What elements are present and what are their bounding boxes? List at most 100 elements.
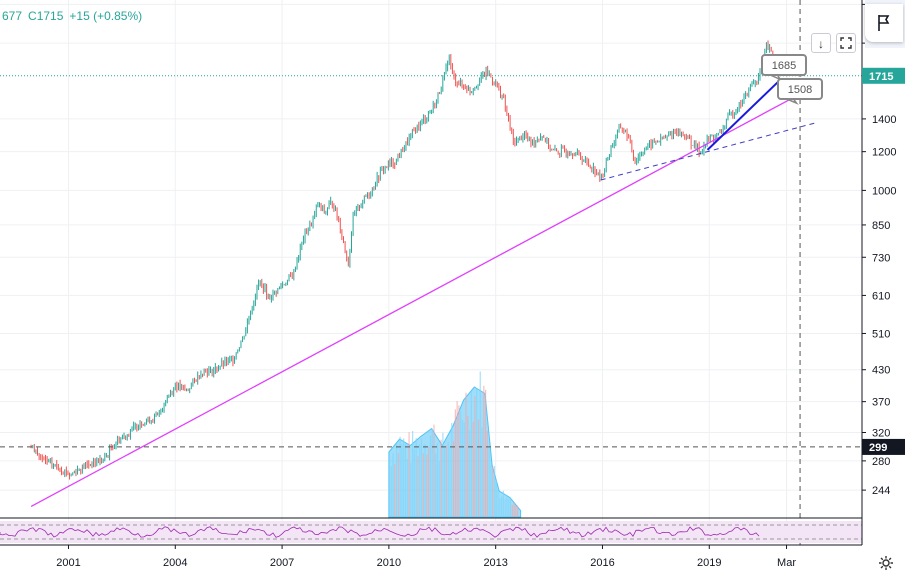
volume-bar bbox=[412, 430, 414, 517]
dashed-trendline[interactable] bbox=[600, 122, 817, 181]
callout-box[interactable] bbox=[761, 54, 807, 76]
volume-bar bbox=[449, 446, 451, 517]
volume-bar bbox=[431, 428, 433, 517]
rsi-line bbox=[0, 526, 760, 538]
time-tick-label: 2019 bbox=[697, 557, 721, 569]
volume-bar bbox=[451, 422, 453, 517]
volume-bar bbox=[461, 419, 464, 517]
volume-bar bbox=[513, 502, 515, 517]
volume-bar bbox=[424, 444, 426, 517]
volume-bar bbox=[477, 419, 480, 517]
volume-bar bbox=[508, 498, 510, 517]
callout-box[interactable] bbox=[777, 78, 823, 100]
volume-bar bbox=[460, 411, 462, 517]
volume-bar bbox=[404, 443, 407, 517]
volume-bar bbox=[396, 443, 398, 517]
volume-bar bbox=[399, 436, 401, 517]
rsi-pane bbox=[0, 517, 862, 543]
volume-bar bbox=[445, 445, 448, 517]
scroll-down-button[interactable]: ↓ bbox=[811, 33, 831, 53]
price-tick-label: 280 bbox=[872, 456, 890, 468]
volume-bar bbox=[509, 498, 512, 517]
volume-bar bbox=[492, 466, 494, 517]
price-tick-label: 1000 bbox=[872, 185, 896, 197]
legend-change: +15 (+0.85%) bbox=[69, 9, 143, 23]
price-axis[interactable]: 244 280 320 370 430 510 610 730 850 1000 1200 1400 2… bbox=[861, 0, 905, 545]
volume-bar bbox=[452, 440, 455, 517]
volume-bar bbox=[422, 453, 424, 517]
volume-bar bbox=[495, 480, 497, 517]
volume-bar bbox=[456, 401, 458, 517]
volume-bar bbox=[515, 505, 517, 517]
time-tick-label: 2001 bbox=[56, 557, 80, 569]
price-tick-label: 1400 bbox=[872, 114, 896, 126]
price-callouts[interactable]: 1685 1508 bbox=[761, 54, 823, 105]
price-tick-label: 430 bbox=[872, 365, 890, 377]
volume-bar bbox=[511, 504, 513, 517]
rsi-band bbox=[0, 521, 862, 543]
current-price-label: 1715 bbox=[869, 71, 893, 83]
volume-bar bbox=[481, 427, 483, 517]
volume-bar bbox=[497, 489, 499, 517]
volume-bar bbox=[447, 441, 449, 517]
volume-bar bbox=[419, 444, 421, 517]
price-tick-label: 850 bbox=[872, 220, 890, 232]
volume-bar bbox=[428, 446, 430, 517]
level-badge[interactable] bbox=[862, 438, 905, 455]
volume-bar bbox=[517, 505, 519, 517]
volume-bar bbox=[397, 453, 399, 517]
volume-bar bbox=[426, 454, 428, 517]
volume-bar bbox=[501, 496, 503, 517]
volume-bar bbox=[485, 389, 487, 517]
volume-bar bbox=[403, 438, 405, 517]
ohlc-legend: 677 C1715 +15 (+0.85%) bbox=[2, 9, 148, 23]
price-tick-label: 1200 bbox=[872, 147, 896, 159]
volume-bar bbox=[465, 392, 467, 517]
flag-panel[interactable] bbox=[865, 0, 905, 48]
fullscreen-icon bbox=[840, 37, 852, 49]
time-tick-label: 2010 bbox=[377, 557, 401, 569]
flag-icon bbox=[878, 15, 890, 31]
volume-bar bbox=[388, 455, 391, 517]
trendlines[interactable] bbox=[30, 78, 817, 507]
price-tick-label: 610 bbox=[872, 290, 890, 302]
flag-button[interactable] bbox=[865, 4, 903, 42]
volume-bar bbox=[479, 371, 481, 517]
volume-bar bbox=[436, 443, 439, 517]
volume-bar bbox=[470, 392, 472, 517]
time-tick-label: 2004 bbox=[163, 557, 187, 569]
current-price-badge[interactable] bbox=[862, 67, 905, 84]
price-tick-label: 370 bbox=[872, 397, 890, 409]
price-tick-label: 320 bbox=[872, 428, 890, 440]
callout-label: 1508 bbox=[788, 84, 812, 96]
volume-bar bbox=[406, 458, 408, 517]
volume-bar bbox=[504, 499, 506, 517]
price-candles bbox=[30, 40, 788, 480]
volume-bar bbox=[506, 495, 508, 517]
volume-bar bbox=[390, 466, 392, 517]
callout-label: 1685 bbox=[772, 60, 796, 72]
volume-bar bbox=[410, 462, 412, 517]
price-tick-label: 730 bbox=[872, 252, 890, 264]
volume-bar bbox=[417, 456, 419, 517]
time-axis[interactable]: 2001 2004 2007 2010 2013 2016 2019 Mar bbox=[0, 544, 862, 569]
settings-button[interactable] bbox=[876, 553, 896, 573]
volume-bar bbox=[468, 430, 471, 517]
volume-bar bbox=[486, 430, 488, 517]
volume-bar bbox=[442, 432, 444, 517]
volume-bar bbox=[440, 439, 442, 517]
short-term-trendline[interactable] bbox=[706, 78, 782, 151]
long-term-trendline[interactable] bbox=[30, 95, 797, 507]
volume-profile bbox=[388, 371, 522, 518]
volume-bar bbox=[392, 453, 394, 517]
volume-bar bbox=[394, 464, 396, 517]
fullscreen-button[interactable] bbox=[836, 33, 856, 53]
price-tick-label: 244 bbox=[872, 485, 890, 497]
volume-bar bbox=[435, 453, 437, 517]
volume-bar bbox=[454, 409, 456, 517]
volume-bar bbox=[472, 421, 474, 517]
volume-bar bbox=[488, 448, 490, 517]
time-tick-label: 2016 bbox=[590, 557, 614, 569]
volume-bar bbox=[490, 465, 492, 517]
